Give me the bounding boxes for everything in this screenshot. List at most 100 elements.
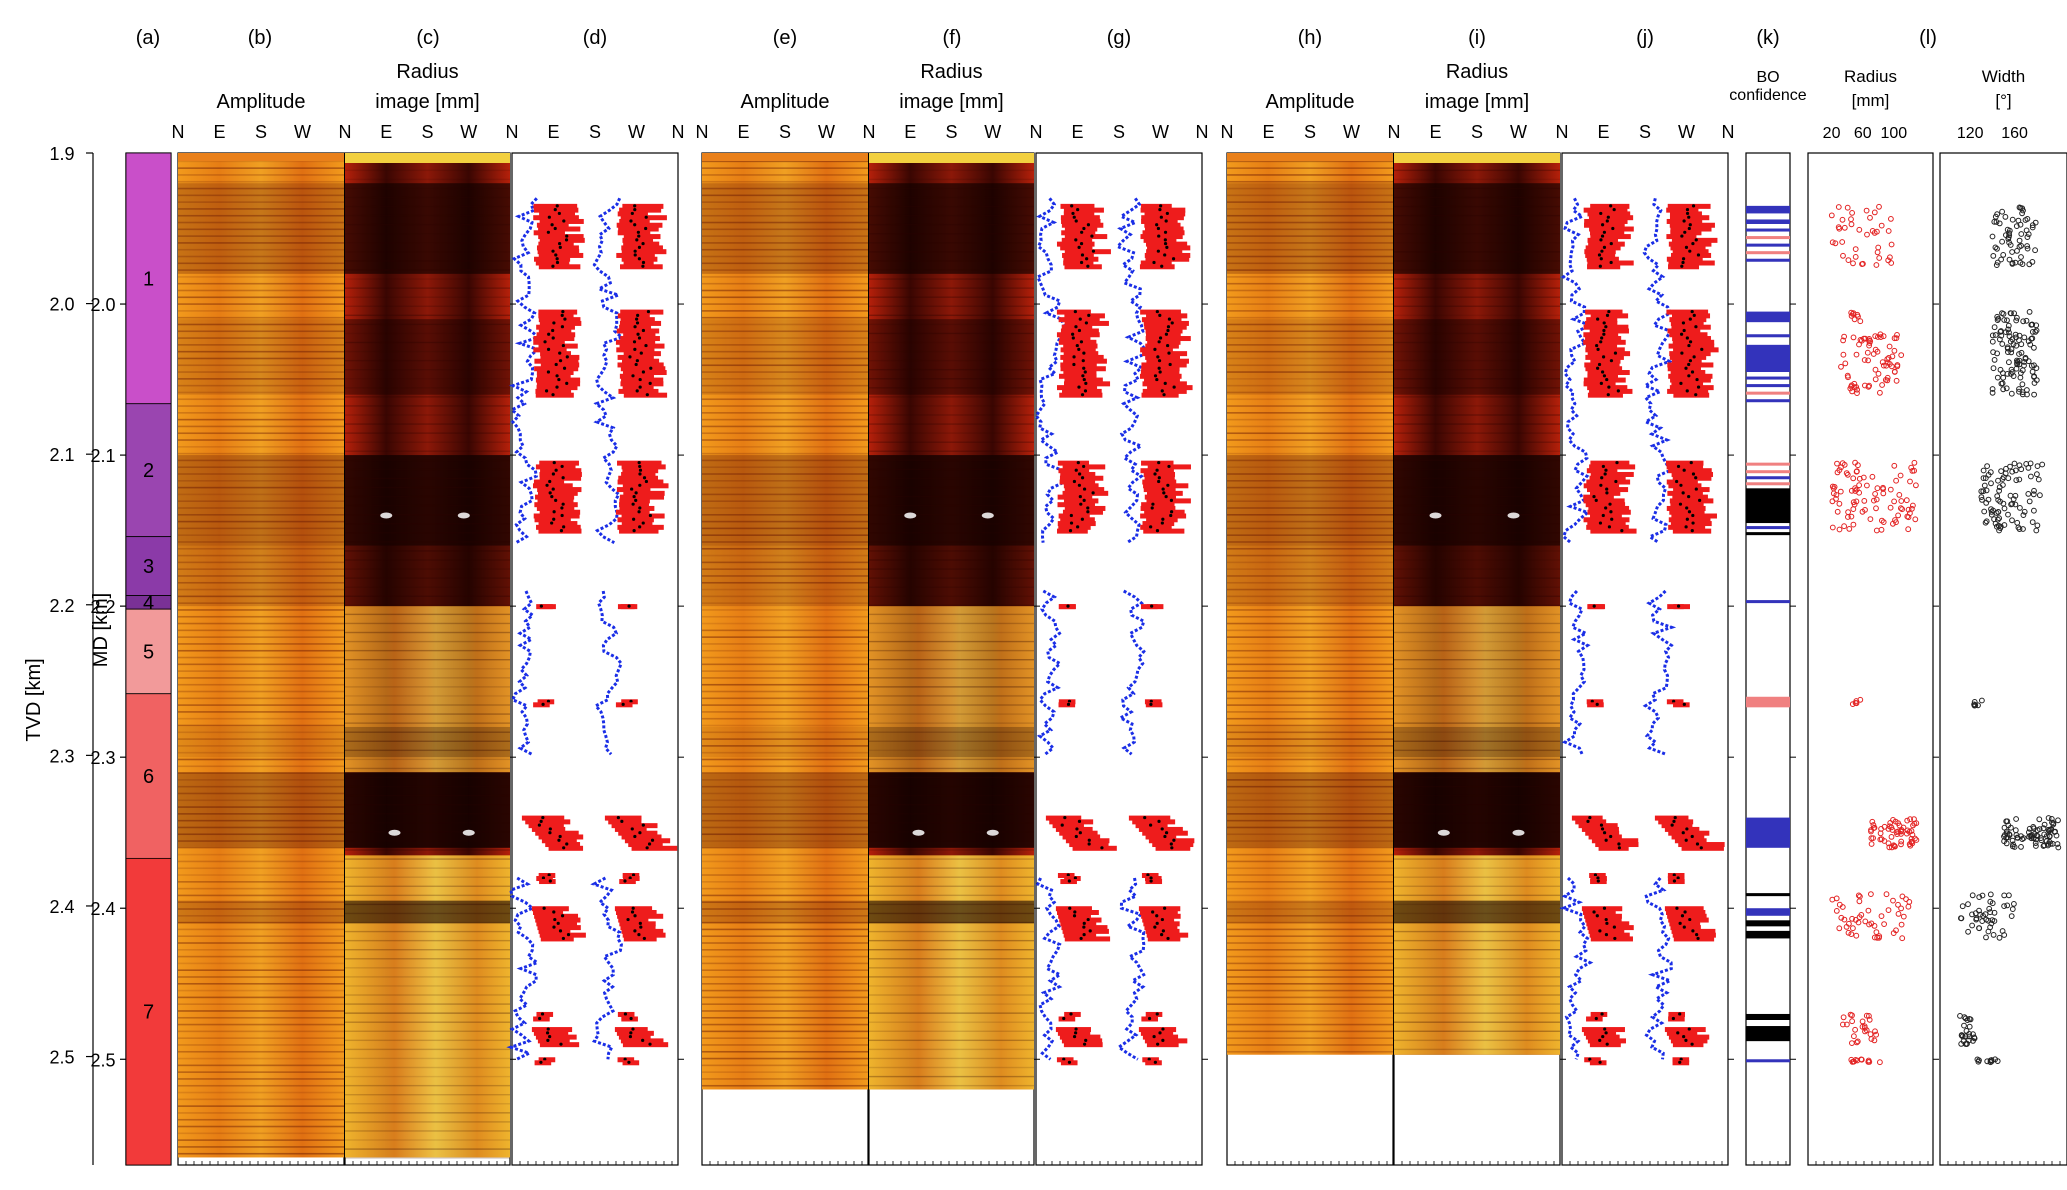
amplitude-dark-band xyxy=(178,772,344,848)
breakout-pick-center xyxy=(628,876,632,880)
breakout-pick xyxy=(1146,358,1189,364)
amplitude-stripe xyxy=(702,731,868,734)
breakout-pick xyxy=(1063,343,1098,349)
radius-scatter-point xyxy=(1884,356,1891,363)
breakout-pick xyxy=(617,354,654,360)
breakout-pick-center xyxy=(1696,936,1700,941)
radius-stripe xyxy=(345,1139,510,1141)
radius-stripe xyxy=(345,1112,510,1114)
width-scatter-point xyxy=(2038,837,2045,844)
width-scatter-point xyxy=(2000,252,2007,258)
width-scatter-point xyxy=(1959,1033,1966,1040)
breakout-pick-center xyxy=(1076,525,1080,529)
breakout-pick xyxy=(1571,815,1603,821)
radius-stripe xyxy=(345,495,510,498)
panel-frame-lw xyxy=(1939,152,2067,1166)
radius-dark-band xyxy=(1394,319,1560,395)
breakout-pick-center xyxy=(1072,362,1076,367)
breakout-pick-center xyxy=(1082,366,1086,370)
amplitude-stripe xyxy=(702,826,868,829)
breakout-pick-center xyxy=(638,464,642,469)
radius-stripe xyxy=(345,794,510,797)
breakout-pick xyxy=(538,521,578,527)
radius-scatter-point xyxy=(1876,934,1882,941)
width-scatter-point xyxy=(1988,480,1994,487)
azimuth-trace xyxy=(1036,589,1063,756)
breakout-pick xyxy=(1140,207,1186,213)
radius-scatter-point xyxy=(1885,907,1892,913)
amplitude-stripe xyxy=(702,1057,868,1060)
breakout-pick xyxy=(1061,1038,1103,1044)
amplitude-dark-band xyxy=(702,772,868,848)
breakout-pick-center xyxy=(1682,328,1686,333)
breakout-pick-center xyxy=(1602,831,1607,835)
width-scatter-point xyxy=(1991,357,1998,363)
confidence-bar-black xyxy=(1746,488,1790,524)
width-scatter-point xyxy=(2033,327,2040,334)
breakout-pick xyxy=(1670,502,1704,508)
breakout-pick-center xyxy=(1160,389,1164,393)
amplitude-stripe xyxy=(178,405,344,407)
confidence-bar-blue xyxy=(1746,334,1790,338)
width-scatter-point xyxy=(2002,214,2009,220)
breakout-pick xyxy=(1668,260,1715,266)
width-scatter-point xyxy=(2019,261,2026,268)
width-scatter-point xyxy=(1987,891,1994,898)
amplitude-stripe xyxy=(702,643,868,645)
breakout-pick xyxy=(1140,1030,1174,1036)
width-scatter-point xyxy=(2028,362,2035,369)
breakout-pick-center xyxy=(541,702,545,706)
width-scatter-point xyxy=(2000,311,2007,317)
breakout-pick-center xyxy=(629,1016,633,1021)
radius-scatter-point xyxy=(1908,839,1915,846)
azimuth-trace xyxy=(510,590,536,756)
radius-scatter-tick-1: 60 xyxy=(1854,125,1872,142)
amplitude-stripe xyxy=(702,1050,868,1053)
amplitude-stripe xyxy=(178,473,344,475)
breakout-pick-center xyxy=(1596,876,1600,880)
width-scatter-point xyxy=(1958,1041,1965,1047)
radius-scatter-point xyxy=(1880,490,1887,497)
breakout-pick-center xyxy=(1671,1016,1675,1021)
width-scatter-point xyxy=(2023,227,2030,234)
breakout-pick xyxy=(535,494,575,500)
radius-dark-band xyxy=(1394,900,1560,924)
width-scatter-point xyxy=(2040,825,2047,832)
breakout-pick-center xyxy=(1079,936,1083,941)
radius-scatter-point xyxy=(1849,210,1855,216)
radius-stripe xyxy=(869,242,1034,244)
radius-stripe xyxy=(869,930,1034,933)
radius-stripe xyxy=(345,1003,510,1005)
amplitude-stripe xyxy=(1227,751,1393,754)
breakout-pick-center xyxy=(1082,377,1086,382)
radius-dark-band xyxy=(1394,772,1560,848)
radius-stripe xyxy=(869,804,1034,806)
zone-label-2: 2 xyxy=(143,460,154,482)
width-scatter-point xyxy=(1987,469,1994,476)
tvd-tick-label-0: 1.9 xyxy=(49,144,74,164)
radius-top-strip xyxy=(869,153,1034,163)
azimuth-trace xyxy=(1116,877,1146,1061)
amplitude-stripe xyxy=(702,310,868,312)
amplitude-stripe xyxy=(178,452,344,455)
breakout-pick-center xyxy=(623,879,627,883)
amplitude-stripe xyxy=(702,242,868,244)
amplitude-image-h xyxy=(1227,153,1393,1055)
breakout-pick-center xyxy=(1152,260,1156,265)
breakout-pick xyxy=(1589,475,1626,481)
radius-scatter-point xyxy=(1851,316,1858,323)
radius-stripe xyxy=(1394,958,1560,960)
breakout-pick-center xyxy=(548,479,552,484)
amplitude-stripe xyxy=(1227,928,1393,931)
breakout-pick-center xyxy=(627,604,631,608)
breakout-pick xyxy=(1671,834,1705,840)
radius-scatter-point xyxy=(1850,521,1857,528)
breakout-pick xyxy=(1060,921,1097,927)
radius-stripe xyxy=(345,958,510,960)
amplitude-stripe xyxy=(178,1016,344,1019)
amplitude-stripe xyxy=(178,1125,344,1128)
width-scatter-point xyxy=(1963,1028,1970,1034)
breakout-pick-center xyxy=(1681,491,1685,495)
azimuth-tick-i-1: E xyxy=(1429,122,1441,142)
radius-scatter-point xyxy=(1864,349,1871,356)
